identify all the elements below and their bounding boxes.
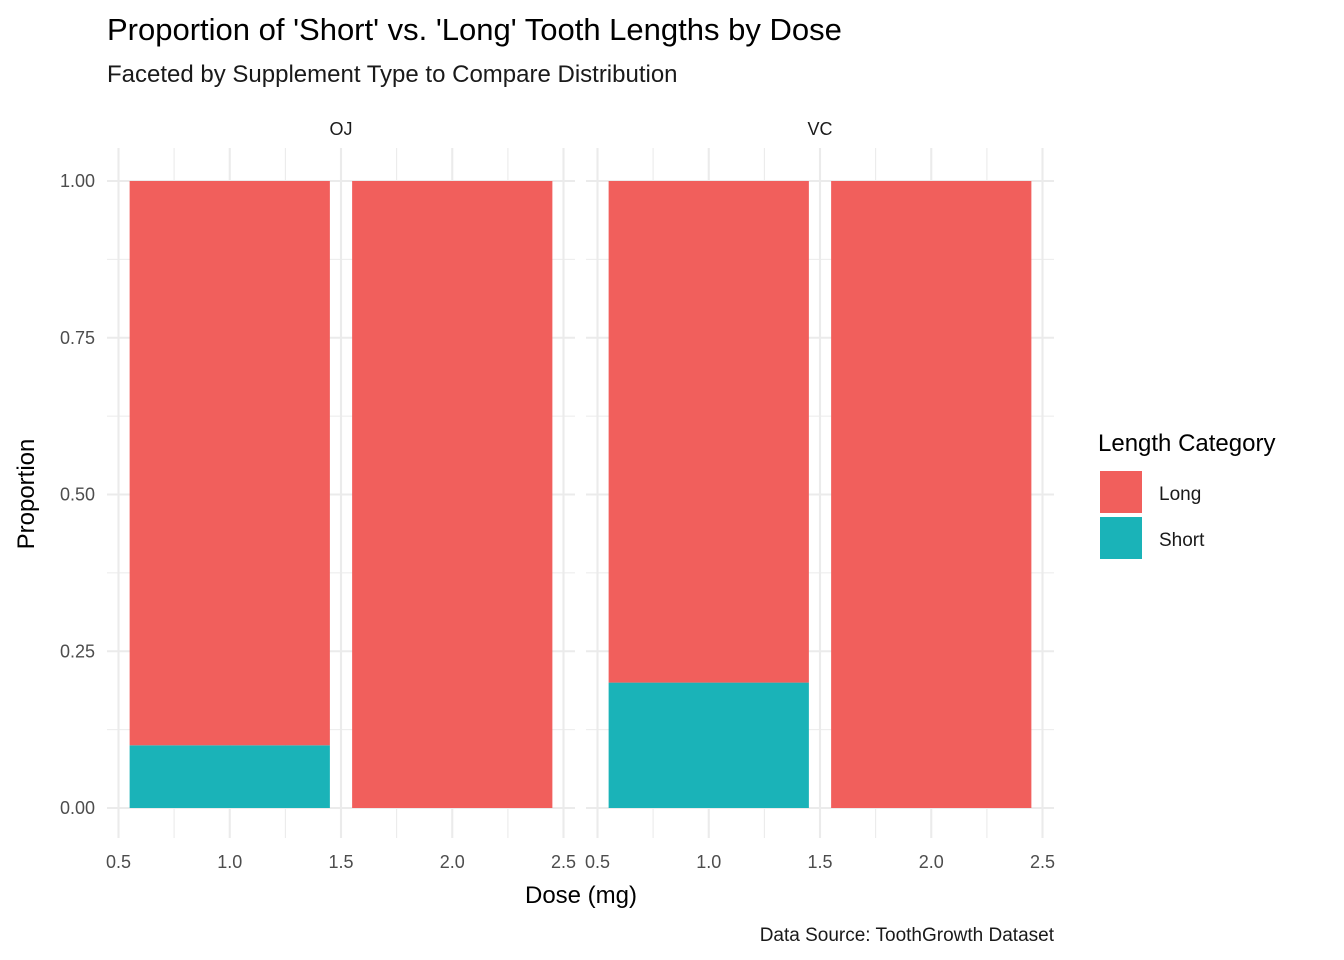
- x-tick-label: 1.5: [807, 852, 832, 872]
- legend-title: Length Category: [1098, 430, 1275, 457]
- y-tick-label: 0.00: [60, 798, 95, 818]
- y-tick-label: 1.00: [60, 171, 95, 191]
- facet-panel-oj: OJ 0.5 1.0 1.5 2.0 2.5: [106, 119, 576, 872]
- bar-long-dose-1: [129, 181, 330, 746]
- x-tick-label: 2.5: [1030, 852, 1055, 872]
- legend-label-short: Short: [1159, 530, 1205, 551]
- x-tick-label: 1.0: [696, 852, 721, 872]
- y-tick-label: 0.25: [60, 641, 95, 661]
- x-tick-label: 2.5: [551, 852, 576, 872]
- legend-label-long: Long: [1159, 484, 1201, 505]
- chart-caption: Data Source: ToothGrowth Dataset: [760, 925, 1055, 946]
- facet-panels: OJ 0.5 1.0 1.5 2.0 2.5 VC 0.5 1.0 1.5 2.0 2.5: [106, 119, 1055, 872]
- chart-subtitle: Faceted by Supplement Type to Compare Di…: [107, 61, 678, 88]
- y-axis-title: Proportion: [13, 439, 40, 550]
- x-tick-label: 0.5: [106, 852, 131, 872]
- x-tick-label: 2.0: [440, 852, 465, 872]
- x-tick-label: 1.0: [217, 852, 242, 872]
- x-tick-label: 0.5: [585, 852, 610, 872]
- legend: Length Category Long Short: [1098, 430, 1275, 559]
- legend-swatch-long: [1100, 471, 1142, 513]
- bar-short-dose-1: [129, 745, 330, 808]
- y-tick-label: 0.75: [60, 328, 95, 348]
- x-axis-title: Dose (mg): [525, 882, 637, 909]
- bar-short-dose-1: [608, 682, 809, 808]
- bar-long-dose-2: [831, 181, 1032, 808]
- facet-strip-label: OJ: [329, 119, 352, 139]
- y-axis: 0.00 0.25 0.50 0.75 1.00: [60, 171, 95, 818]
- facet-panel-vc: VC 0.5 1.0 1.5 2.0 2.5: [585, 119, 1055, 872]
- legend-swatch-short: [1100, 517, 1142, 559]
- bar-long-dose-1: [608, 181, 809, 683]
- facet-strip-label: VC: [807, 119, 832, 139]
- chart-title: Proportion of 'Short' vs. 'Long' Tooth L…: [107, 12, 842, 47]
- y-tick-label: 0.50: [60, 485, 95, 505]
- x-tick-label: 1.5: [328, 852, 353, 872]
- x-tick-label: 2.0: [919, 852, 944, 872]
- bar-long-dose-2: [352, 181, 553, 808]
